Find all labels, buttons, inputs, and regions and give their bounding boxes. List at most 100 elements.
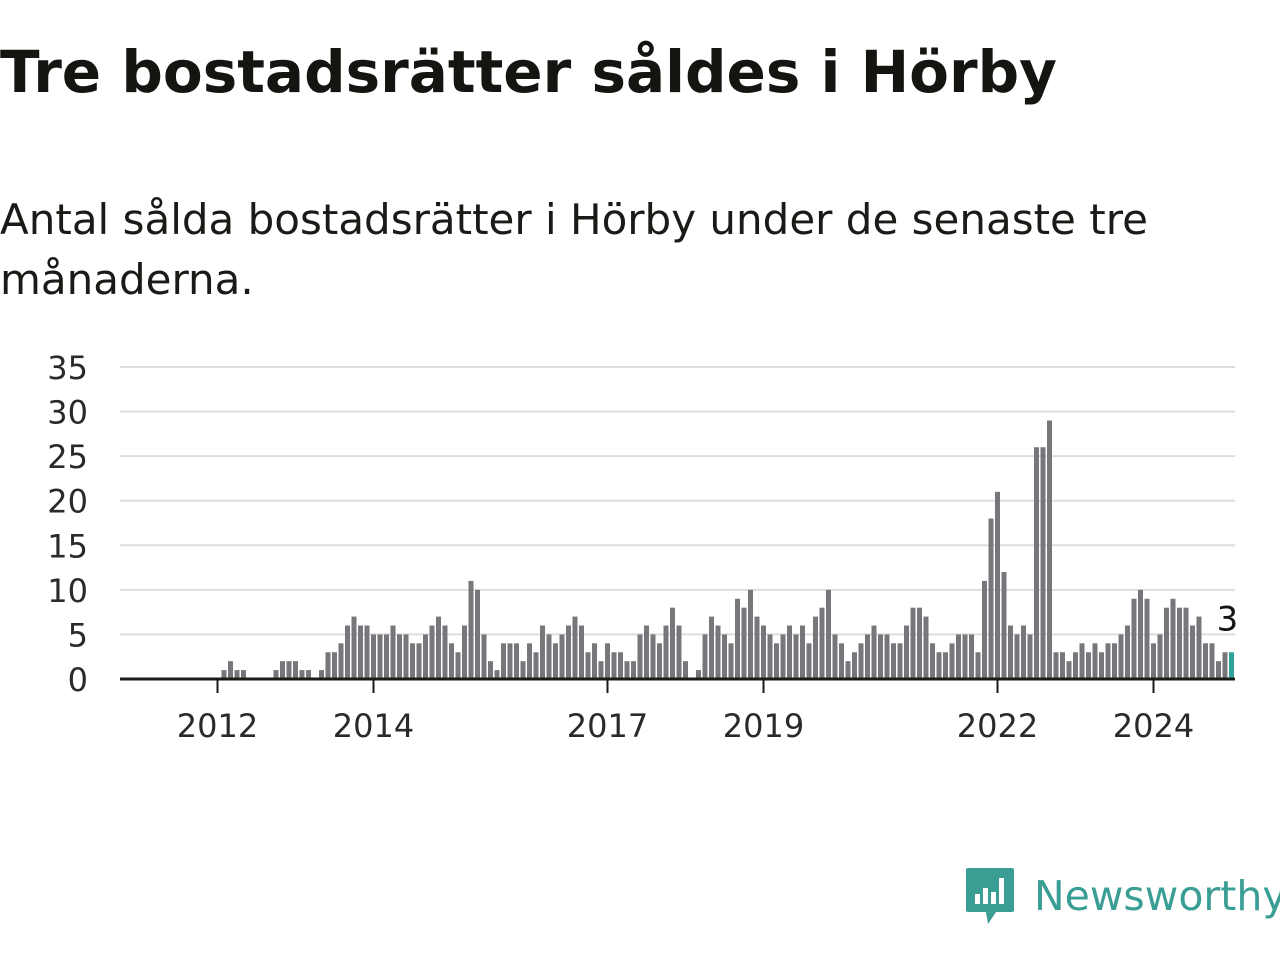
bar (1079, 643, 1085, 679)
bar (436, 616, 441, 679)
bar (748, 589, 753, 679)
bar (1144, 598, 1150, 679)
bar (800, 625, 805, 679)
bar (416, 643, 422, 679)
data-label: 3 (1217, 599, 1239, 639)
bar (1203, 643, 1208, 679)
bar (566, 625, 571, 679)
bar (741, 607, 747, 679)
bar (572, 616, 578, 679)
bar (325, 652, 331, 679)
bar (1066, 661, 1072, 679)
bar (793, 634, 799, 679)
bar (813, 616, 818, 679)
bar (780, 634, 786, 679)
bar (1196, 616, 1202, 679)
bar (1138, 589, 1143, 679)
bar (891, 643, 896, 679)
bar (663, 625, 669, 679)
bar (286, 661, 292, 679)
bar (754, 616, 760, 679)
bar (449, 643, 454, 679)
bar (1125, 625, 1130, 679)
bar (319, 670, 324, 679)
bar (735, 598, 740, 679)
bar (683, 661, 688, 679)
y-tick-label: 0 (68, 661, 88, 699)
bar (871, 625, 877, 679)
bar (611, 652, 617, 679)
bar (559, 634, 565, 679)
bar (228, 661, 233, 679)
bar (865, 634, 870, 679)
bar (494, 670, 500, 679)
bar (644, 625, 649, 679)
y-tick-label: 15 (47, 527, 88, 565)
page-title: Tre bostadsrätter såldes i Hörby (0, 38, 1057, 106)
bar (273, 670, 279, 679)
bar-highlighted (1229, 652, 1234, 679)
bar (676, 625, 682, 679)
bar (975, 652, 981, 679)
bar (774, 643, 779, 679)
bar (1118, 634, 1124, 679)
bar (332, 652, 337, 679)
bar (234, 670, 240, 679)
bar (371, 634, 376, 679)
bar (956, 634, 961, 679)
bar (767, 634, 773, 679)
bar (897, 643, 903, 679)
bar (364, 625, 370, 679)
bar (429, 625, 435, 679)
y-tick-label: 25 (47, 438, 88, 476)
bar (468, 580, 474, 679)
brand: Newsworthy (964, 864, 1280, 928)
gridlines (120, 366, 1235, 636)
bar (969, 634, 974, 679)
bar (592, 643, 597, 679)
bar (1073, 652, 1078, 679)
bar (1131, 598, 1137, 679)
bar (1092, 643, 1098, 679)
bar (507, 643, 513, 679)
bar (384, 634, 389, 679)
bar (358, 625, 363, 679)
bar (585, 652, 591, 679)
bar (1190, 625, 1195, 679)
bar (1099, 652, 1104, 679)
bar (605, 643, 610, 679)
bar (1183, 607, 1189, 679)
bar (1216, 661, 1221, 679)
bar (488, 661, 493, 679)
bar (527, 643, 532, 679)
bar (299, 670, 305, 679)
x-tick-label: 2014 (333, 707, 414, 745)
bar (845, 661, 851, 679)
bar (1170, 598, 1176, 679)
bar (930, 643, 935, 679)
bar (715, 625, 721, 679)
bar (345, 625, 350, 679)
bar (397, 634, 402, 679)
bar (403, 634, 409, 679)
bar (878, 634, 883, 679)
y-tick-label: 35 (47, 349, 88, 387)
bar (657, 643, 662, 679)
bar (546, 634, 552, 679)
x-tick-label: 2024 (1113, 707, 1194, 745)
bar (722, 634, 727, 679)
bar (624, 661, 630, 679)
bar (306, 670, 311, 679)
bar (1164, 607, 1169, 679)
bar (728, 643, 734, 679)
bar (293, 661, 298, 679)
bar (819, 607, 825, 679)
bar (1008, 625, 1013, 679)
bar (709, 616, 714, 679)
bar (1034, 447, 1039, 679)
bar (852, 652, 857, 679)
bar (1157, 634, 1163, 679)
y-tick-label: 30 (47, 394, 88, 432)
bar (533, 652, 539, 679)
